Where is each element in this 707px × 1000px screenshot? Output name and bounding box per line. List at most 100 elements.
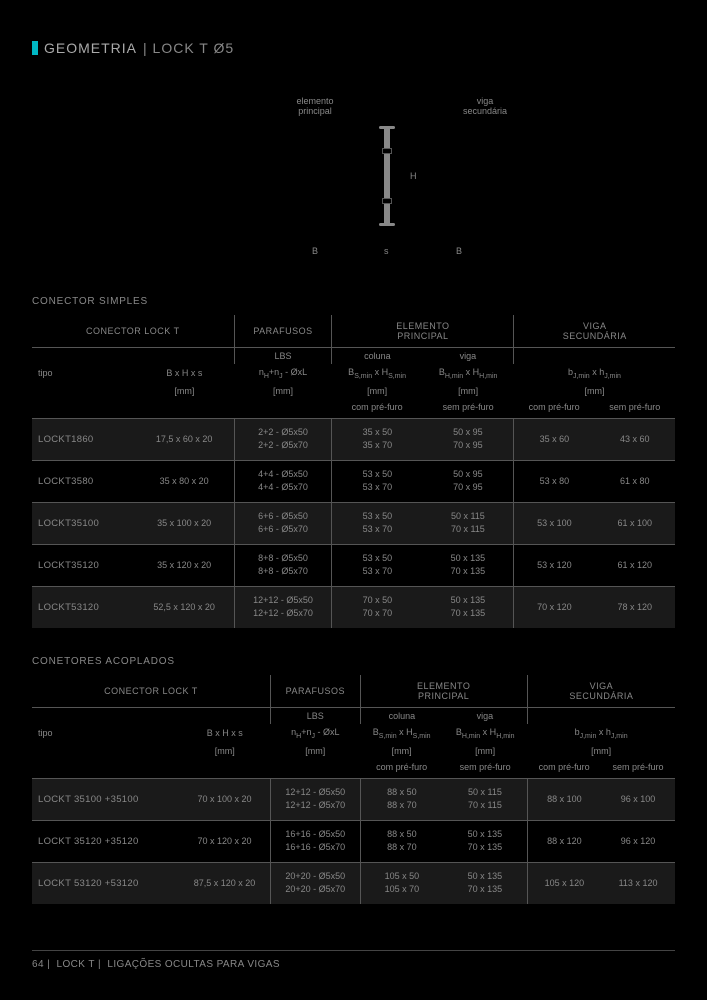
page-header: GEOMETRIA | LOCK T Ø5 <box>32 40 675 56</box>
cell-coluna: 70 x 50 70 x 70 <box>332 586 422 628</box>
lbl-nh: nH+nJ - ØxL <box>234 364 332 383</box>
cell-viga: 50 x 115 70 x 115 <box>422 502 514 544</box>
cell-bhs: 35 x 100 x 20 <box>135 502 235 544</box>
cell-j1: 35 x 60 <box>514 418 595 460</box>
cell-j1: 53 x 100 <box>514 502 595 544</box>
cell-coluna: 88 x 50 88 x 70 <box>360 820 443 862</box>
table-row: LOCKT 35100 +3510070 x 100 x 2012+12 - Ø… <box>32 778 675 820</box>
page-footer: 64 | LOCK T | LIGAÇÕES OCULTAS PARA VIGA… <box>32 950 675 970</box>
lbl-tipo: tipo <box>32 364 135 383</box>
n-cpf2: com pré-furo <box>514 399 595 419</box>
table-row: LOCKT 53120 +5312087,5 x 120 x 2020+20 -… <box>32 862 675 904</box>
u5: [mm] <box>514 383 675 399</box>
cell-bhs: 70 x 100 x 20 <box>179 778 270 820</box>
cell-parafusos: 6+6 - Ø5x50 6+6 - Ø5x70 <box>234 502 332 544</box>
cell-bhs: 35 x 120 x 20 <box>135 544 235 586</box>
connector-shape <box>379 126 395 226</box>
header-accent-bar <box>32 41 38 55</box>
cell-j2: 61 x 100 <box>594 502 675 544</box>
table-sub2-row: tipo B x H x s nH+nJ - ØxL BS,min x HS,m… <box>32 364 675 383</box>
u1: [mm] <box>135 383 235 399</box>
label-viga-secundaria: viga secundária <box>445 96 525 116</box>
cell-viga: 50 x 135 70 x 135 <box>443 862 527 904</box>
table-acoplados: CONECTOR LOCK T PARAFUSOS ELEMENTO PRINC… <box>32 675 675 904</box>
cell-j1: 53 x 120 <box>514 544 595 586</box>
lbl-bhs: B x H x s <box>135 364 235 383</box>
cell-j2: 61 x 80 <box>594 460 675 502</box>
label-elemento-principal: elemento principal <box>275 96 355 116</box>
cell-tipo: LOCKT 35120 +35120 <box>32 820 179 862</box>
cell-coluna: 88 x 50 88 x 70 <box>360 778 443 820</box>
cell-tipo: LOCKT35100 <box>32 502 135 544</box>
cell-viga: 50 x 95 70 x 95 <box>422 460 514 502</box>
section-title-simples: CONECTOR SIMPLES <box>32 296 675 307</box>
label-B-right: B <box>456 246 462 256</box>
cell-j1: 88 x 120 <box>527 820 601 862</box>
cell-viga: 50 x 135 70 x 135 <box>422 544 514 586</box>
cell-j2: 61 x 120 <box>594 544 675 586</box>
cell-j2: 96 x 120 <box>601 820 675 862</box>
table-row: LOCKT186017,5 x 60 x 202+2 - Ø5x50 2+2 -… <box>32 418 675 460</box>
label-H: H <box>410 171 417 181</box>
header-title-1: GEOMETRIA <box>44 40 137 56</box>
cell-j1: 105 x 120 <box>527 862 601 904</box>
col-parafusos: PARAFUSOS <box>234 315 332 348</box>
cell-viga: 50 x 135 70 x 135 <box>422 586 514 628</box>
cell-viga: 50 x 95 70 x 95 <box>422 418 514 460</box>
table-body-acoplados: LOCKT 35100 +3510070 x 100 x 2012+12 - Ø… <box>32 778 675 904</box>
cell-tipo: LOCKT3580 <box>32 460 135 502</box>
geometry-diagram: elemento principal viga secundária H B s… <box>32 96 675 266</box>
n-spf2: sem pré-furo <box>594 399 675 419</box>
table-row: LOCKT5312052,5 x 120 x 2012+12 - Ø5x50 1… <box>32 586 675 628</box>
sub-lbs: LBS <box>234 348 332 365</box>
cell-j2: 78 x 120 <box>594 586 675 628</box>
cell-j2: 96 x 100 <box>601 778 675 820</box>
table-row: LOCKT 35120 +3512070 x 120 x 2016+16 - Ø… <box>32 820 675 862</box>
cell-coluna: 53 x 50 53 x 70 <box>332 502 422 544</box>
cell-parafusos: 8+8 - Ø5x50 8+8 - Ø5x70 <box>234 544 332 586</box>
table-row: LOCKT3512035 x 120 x 208+8 - Ø5x50 8+8 -… <box>32 544 675 586</box>
section-title-acoplados: CONETORES ACOPLADOS <box>32 656 675 667</box>
cell-parafusos: 4+4 - Ø5x50 4+4 - Ø5x70 <box>234 460 332 502</box>
lbl-bjhj: bJ,min x hJ,min <box>514 364 675 383</box>
table-sub-row: LBS coluna viga <box>32 348 675 365</box>
cell-parafusos: 16+16 - Ø5x50 16+16 - Ø5x70 <box>270 820 360 862</box>
n-spf1: sem pré-furo <box>422 399 514 419</box>
header-title-2: | LOCK T Ø5 <box>143 40 234 56</box>
col-conector: CONECTOR LOCK T <box>32 315 234 348</box>
col-viga-secundaria: VIGA SECUNDÁRIA <box>514 315 675 348</box>
cell-parafusos: 2+2 - Ø5x50 2+2 - Ø5x70 <box>234 418 332 460</box>
footer-a: LOCK T <box>56 959 94 970</box>
cell-viga: 50 x 115 70 x 115 <box>443 778 527 820</box>
cell-j2: 43 x 60 <box>594 418 675 460</box>
table-body-simples: LOCKT186017,5 x 60 x 202+2 - Ø5x50 2+2 -… <box>32 418 675 628</box>
cell-j2: 113 x 120 <box>601 862 675 904</box>
cell-coluna: 53 x 50 53 x 70 <box>332 544 422 586</box>
table-row: LOCKT358035 x 80 x 204+4 - Ø5x50 4+4 - Ø… <box>32 460 675 502</box>
table-row: LOCKT3510035 x 100 x 206+6 - Ø5x50 6+6 -… <box>32 502 675 544</box>
footer-b: LIGAÇÕES OCULTAS PARA VIGAS <box>107 959 280 970</box>
cell-coluna: 53 x 50 53 x 70 <box>332 460 422 502</box>
cell-tipo: LOCKT53120 <box>32 586 135 628</box>
lbl-bshs: BS,min x HS,min <box>332 364 422 383</box>
u3: [mm] <box>332 383 422 399</box>
cell-bhs: 70 x 120 x 20 <box>179 820 270 862</box>
table-note-row: com pré-furo sem pré-furo com pré-furo s… <box>32 399 675 419</box>
label-B-left: B <box>312 246 318 256</box>
u4: [mm] <box>422 383 514 399</box>
n-cpf1: com pré-furo <box>332 399 422 419</box>
sub-viga: viga <box>422 348 514 365</box>
table-group-row: CONECTOR LOCK T PARAFUSOS ELEMENTO PRINC… <box>32 315 675 348</box>
cell-coluna: 35 x 50 35 x 70 <box>332 418 422 460</box>
cell-j1: 53 x 80 <box>514 460 595 502</box>
cell-parafusos: 12+12 - Ø5x50 12+12 - Ø5x70 <box>234 586 332 628</box>
cell-tipo: LOCKT35120 <box>32 544 135 586</box>
sub-coluna: coluna <box>332 348 422 365</box>
cell-tipo: LOCKT 53120 +53120 <box>32 862 179 904</box>
cell-j1: 88 x 100 <box>527 778 601 820</box>
lbl-bhhh: BH,min x HH,min <box>422 364 514 383</box>
table-simples: CONECTOR LOCK T PARAFUSOS ELEMENTO PRINC… <box>32 315 675 628</box>
cell-bhs: 35 x 80 x 20 <box>135 460 235 502</box>
table-unit-row: [mm] [mm] [mm] [mm] [mm] <box>32 383 675 399</box>
u2: [mm] <box>234 383 332 399</box>
